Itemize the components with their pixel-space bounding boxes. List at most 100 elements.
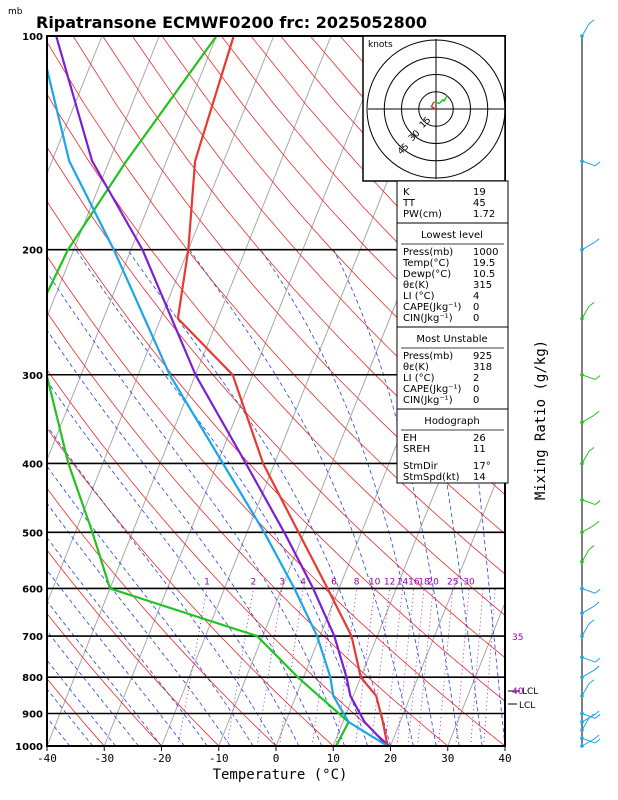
mixing-ratio-value-label: 4 xyxy=(300,577,306,587)
wind-barb-shaft xyxy=(581,683,590,697)
wind-barb-shaft xyxy=(581,23,590,37)
series-temperature xyxy=(176,36,389,746)
stats-row-label: SREH xyxy=(403,444,430,455)
hodograph-trace-low xyxy=(430,101,437,110)
mixing-ratio-label-35: 35 xyxy=(512,633,523,643)
mixing-ratio-axis-label: Mixing Ratio (g/kg) xyxy=(533,340,549,500)
stats-row-value: 1.72 xyxy=(473,209,495,220)
pressure-tick-label: 800 xyxy=(22,673,43,684)
dry-adiabat xyxy=(47,200,505,702)
isotherm-line xyxy=(47,36,103,175)
stats-row-label: LI (°C) xyxy=(403,291,435,302)
wind-barb-feather xyxy=(593,238,600,244)
wind-barb-feather xyxy=(593,710,600,716)
mixing-ratio-value-label: 25 xyxy=(447,577,458,587)
mixing-ratio-label-40: 40 xyxy=(512,687,524,697)
mixing-ratio-line xyxy=(384,588,403,746)
stats-row-label: CAPE(Jkg⁻¹) xyxy=(403,384,461,395)
dry-adiabat xyxy=(47,41,505,575)
pressure-tick-label: 600 xyxy=(22,584,43,595)
mixing-ratio-value-label: 3 xyxy=(279,577,285,587)
mixing-ratio-value-label: 30 xyxy=(463,577,475,587)
stats-row-value: 1000 xyxy=(473,247,498,258)
hodograph-trace-high xyxy=(433,94,449,105)
wind-barb-shaft xyxy=(581,737,596,744)
temperature-tick-label: 10 xyxy=(327,752,340,765)
mixing-ratio-value-label: 1 xyxy=(204,577,210,587)
wind-barb-feather xyxy=(593,601,600,607)
wind-barb-feather xyxy=(594,713,601,719)
temperature-tick-label: 20 xyxy=(384,752,397,765)
wind-barb-shaft xyxy=(581,374,596,381)
moist-adiabat xyxy=(47,502,231,746)
wind-barb-shaft xyxy=(581,588,596,594)
mixing-ratio-value-label: 6 xyxy=(331,577,337,587)
wind-barb-feather xyxy=(588,619,595,625)
series-dewpoint xyxy=(47,36,350,746)
stats-row-value: 0 xyxy=(473,395,479,406)
wind-barb-feather xyxy=(594,161,601,167)
isotherm-line xyxy=(562,36,618,746)
stats-row-label: LI (°C) xyxy=(403,373,435,384)
moist-adiabat xyxy=(47,745,48,746)
mixing-ratio-line xyxy=(396,588,415,746)
x-axis-ticks: -40 -30 -20 -10 0 10 20 30 40 xyxy=(37,746,512,765)
stats-row-value: 315 xyxy=(473,280,492,291)
mixing-ratio-value-label: 20 xyxy=(427,577,439,587)
wind-barb-shaft xyxy=(581,713,596,719)
mixing-ratio-value-label: 14 xyxy=(397,577,409,587)
pressure-tick-label: 100 xyxy=(22,32,43,43)
dry-adiabat xyxy=(47,369,391,746)
temperature-tick-label: -40 xyxy=(37,752,57,765)
stats-row-value: 11 xyxy=(473,444,486,455)
wind-barb-shaft xyxy=(581,714,595,723)
mixing-ratio-line xyxy=(335,588,358,746)
temperature-tick-label: 0 xyxy=(273,752,280,765)
stats-row-label: CIN(Jkg⁻¹) xyxy=(403,395,453,406)
stats-row-label: θε(K) xyxy=(403,362,429,373)
wind-barb-feather xyxy=(593,665,600,671)
wind-barb-feather xyxy=(588,19,595,25)
stats-section-header: Most Unstable xyxy=(416,334,487,345)
moist-adiabat xyxy=(47,688,94,746)
stats-row-label: PW(cm) xyxy=(403,209,442,220)
pressure-tick-label: 900 xyxy=(22,710,43,721)
temperature-tick-label: -20 xyxy=(152,752,172,765)
mixing-ratio-value-label: 12 xyxy=(384,577,395,587)
moist-adiabat xyxy=(75,249,368,746)
stats-row-label: TT xyxy=(402,198,416,209)
profile-series xyxy=(47,36,389,746)
moist-adiabat xyxy=(47,600,162,746)
pressure-tick-label: 200 xyxy=(22,246,43,257)
dry-adiabat xyxy=(132,36,505,457)
mixing-ratio-line xyxy=(455,588,470,746)
pressure-tick-label: 300 xyxy=(22,371,43,382)
stats-row-value: 14 xyxy=(473,472,486,483)
chart-title: Ripatransone ECMWF0200 frc: 2025052800 xyxy=(36,13,427,32)
stats-row-value: 318 xyxy=(473,362,492,373)
stats-row-label: Temp(°C) xyxy=(402,258,450,269)
dry-adiabat xyxy=(47,487,277,746)
moist-adiabat xyxy=(47,465,254,746)
stats-row-label: StmSpd(kt) xyxy=(403,472,460,483)
pressure-tick-label: 500 xyxy=(22,528,43,539)
x-axis-label: Temperature (°C) xyxy=(213,767,348,783)
background-lines xyxy=(47,36,618,746)
moist-adiabat xyxy=(449,249,505,746)
moist-adiabat xyxy=(260,249,437,746)
isotherm-line xyxy=(47,36,332,746)
wind-barb-feather xyxy=(594,375,601,380)
mixing-ratio-value-label: 2 xyxy=(251,577,257,587)
stats-row-value: 2 xyxy=(473,373,479,384)
mixing-ratio-line xyxy=(256,588,283,746)
wind-barb-shaft xyxy=(581,524,595,533)
mixing-ratio-line xyxy=(177,588,208,746)
wind-barb-shaft xyxy=(581,738,595,747)
isotherm-line xyxy=(47,36,275,605)
series-wet-bulb xyxy=(47,64,389,746)
isotherm-line xyxy=(103,36,389,746)
isotherm-line xyxy=(47,36,217,462)
wind-barb-feather xyxy=(594,588,601,594)
